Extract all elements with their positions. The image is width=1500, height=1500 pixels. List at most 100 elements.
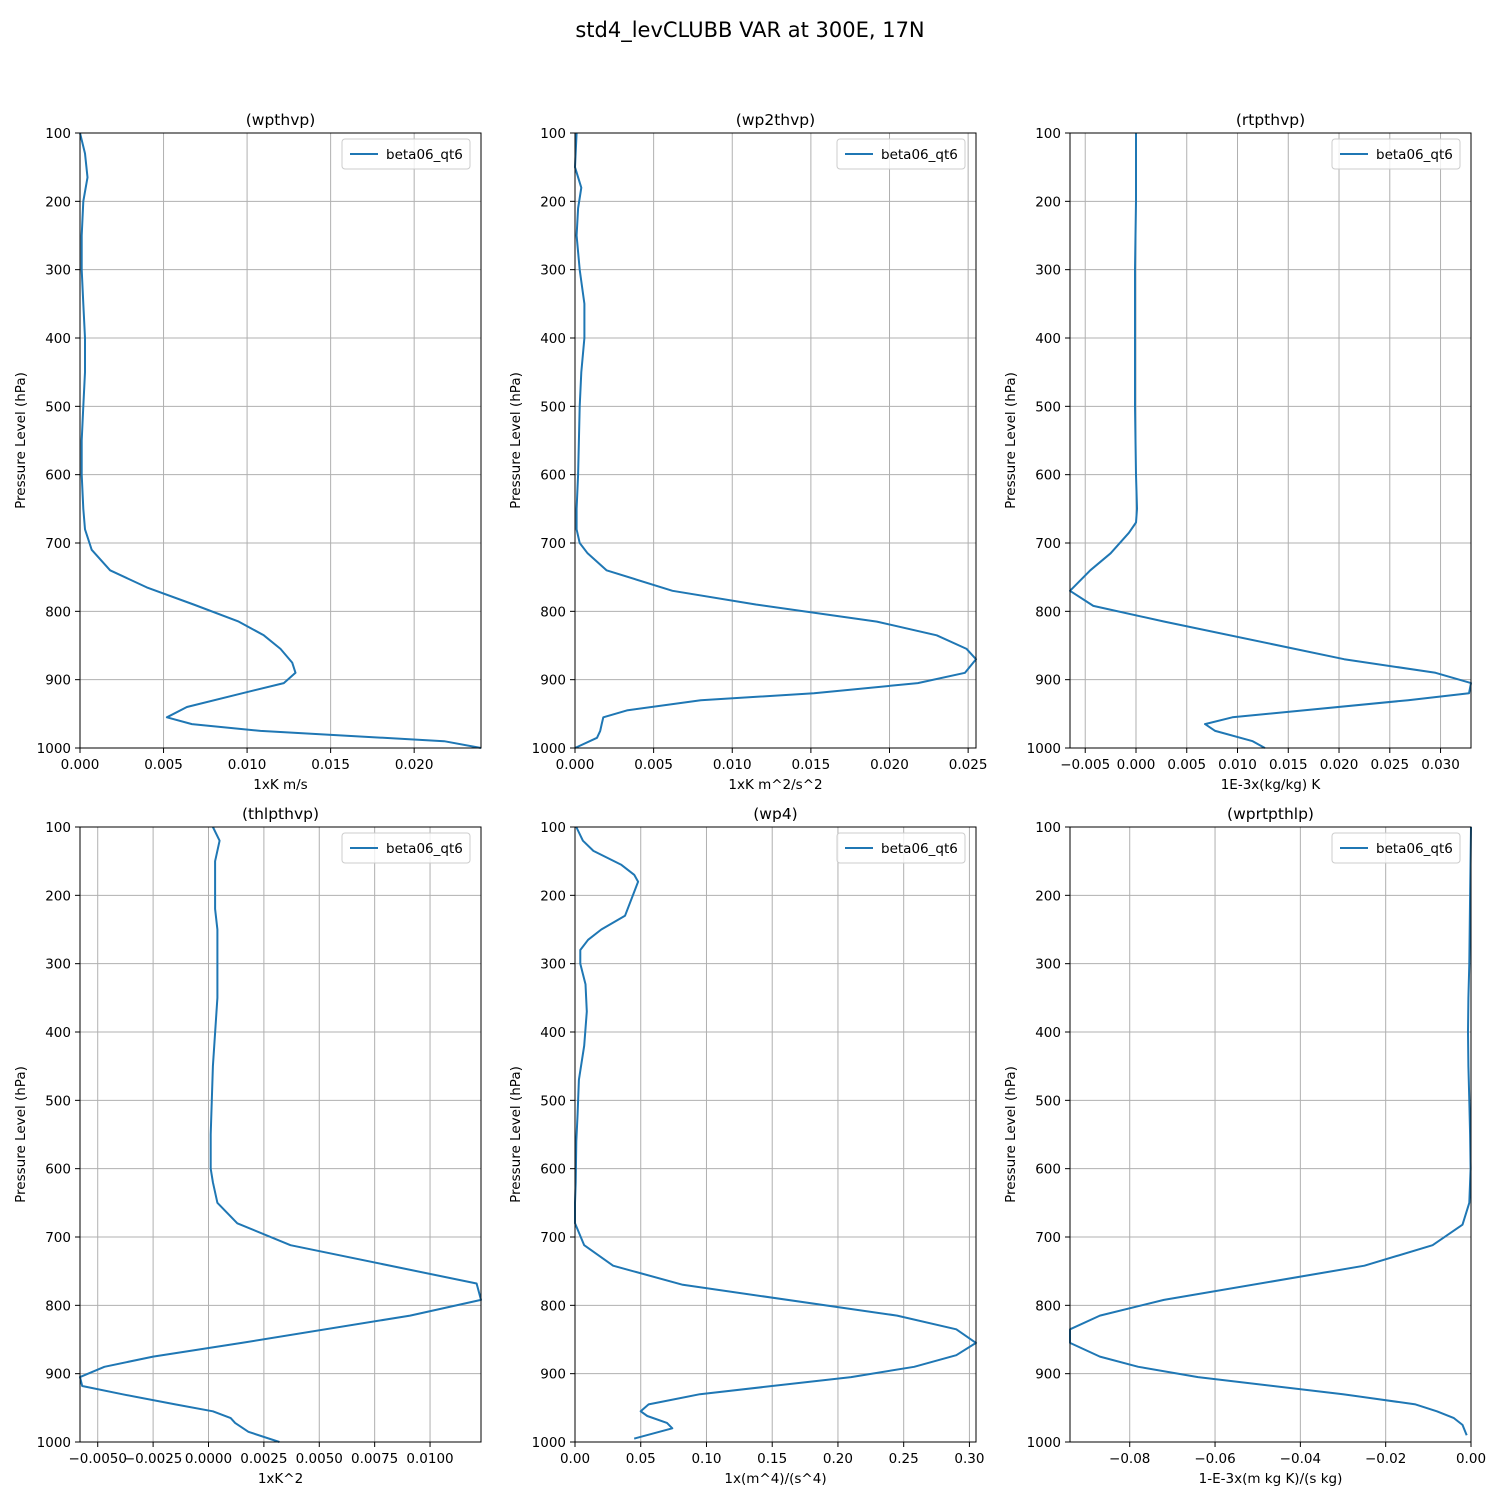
legend-box xyxy=(1331,832,1461,864)
x-tick-label: 0.000 xyxy=(61,757,100,773)
x-tick-label: 0.030 xyxy=(1421,757,1460,773)
y-tick-label: 700 xyxy=(45,1230,71,1246)
legend-box xyxy=(836,138,966,170)
axes-frame xyxy=(79,132,482,749)
legend: beta06_qt6 xyxy=(341,832,471,864)
subplot: −0.08 −0.06 −0.04 −0.02 0.00 100 200 300 400 500 6… xyxy=(1003,805,1486,1487)
x-axis-label: 1E-3x(kg/kg) K xyxy=(1221,777,1322,793)
x-tick-label: 0.20 xyxy=(823,1451,853,1467)
y-tick-label: 100 xyxy=(540,820,566,836)
y-tick-label: 900 xyxy=(1035,673,1061,689)
x-axis-label: 1x(m^4)/(s^4) xyxy=(724,1471,826,1487)
y-axis-label: Pressure Level (hPa) xyxy=(1003,372,1019,509)
x-axis-label: 1xK^2 xyxy=(258,1471,303,1487)
x-tick-label: 0.020 xyxy=(395,757,434,773)
legend-box xyxy=(836,832,966,864)
y-tick-label: 200 xyxy=(1035,888,1061,904)
legend-label: beta06_qt6 xyxy=(881,841,958,857)
legend: beta06_qt6 xyxy=(836,138,966,170)
x-tick-label: 0.0075 xyxy=(351,1451,398,1467)
y-tick-label: 600 xyxy=(540,468,566,484)
y-tick-label: 300 xyxy=(1035,263,1061,279)
subplot-title: (rtpthvp) xyxy=(1236,111,1305,129)
y-tick-label: 1000 xyxy=(532,741,566,757)
y-tick-label: 1000 xyxy=(37,1435,71,1451)
axes-frame xyxy=(1069,826,1472,1443)
x-axis-label: 1xK m^2/s^2 xyxy=(728,777,822,793)
y-tick-label: 600 xyxy=(1035,1162,1061,1178)
y-tick-label: 200 xyxy=(540,888,566,904)
y-tick-label: 300 xyxy=(45,263,71,279)
subplot-grid: 0.000 0.005 0.010 0.015 0.020 100 200 300 400 500… xyxy=(13,111,1486,1487)
legend: beta06_qt6 xyxy=(1331,832,1461,864)
y-tick-label: 800 xyxy=(540,604,566,620)
y-axis-label: Pressure Level (hPa) xyxy=(13,372,29,509)
y-axis-label: Pressure Level (hPa) xyxy=(508,372,524,509)
x-tick-label: 0.010 xyxy=(1218,757,1257,773)
x-tick-label: −0.0025 xyxy=(124,1451,183,1467)
subplot: −0.0050−0.0025 0.0000 0.0025 0.0050 0.0075 0.… xyxy=(13,805,482,1487)
legend-box xyxy=(341,832,471,864)
subplot: 0.000 0.005 0.010 0.015 0.020 0.025 100 200 300 4… xyxy=(508,111,987,793)
subplot-title: (wp4) xyxy=(753,805,797,823)
y-tick-label: 600 xyxy=(45,468,71,484)
y-tick-label: 700 xyxy=(540,536,566,552)
x-tick-label: 0.0025 xyxy=(240,1451,287,1467)
x-axis-label: 1-E-3x(m kg K)/(s kg) xyxy=(1199,1471,1343,1487)
y-tick-label: 700 xyxy=(45,536,71,552)
y-tick-label: 500 xyxy=(540,399,566,415)
y-tick-label: 500 xyxy=(1035,399,1061,415)
x-tick-label: 0.0100 xyxy=(406,1451,453,1467)
y-tick-label: 200 xyxy=(1035,194,1061,210)
y-tick-label: 800 xyxy=(1035,604,1061,620)
y-tick-label: 400 xyxy=(45,331,71,347)
y-tick-label: 300 xyxy=(1035,957,1061,973)
x-tick-label: −0.04 xyxy=(1280,1451,1321,1467)
y-tick-label: 600 xyxy=(1035,468,1061,484)
y-tick-label: 900 xyxy=(540,673,566,689)
x-tick-label: 0.30 xyxy=(954,1451,984,1467)
y-tick-label: 700 xyxy=(1035,536,1061,552)
y-tick-label: 100 xyxy=(45,820,71,836)
x-tick-label: −0.0050 xyxy=(68,1451,127,1467)
y-tick-label: 1000 xyxy=(1027,741,1061,757)
series-line xyxy=(1069,133,1472,749)
y-tick-label: 200 xyxy=(45,194,71,210)
y-tick-label: 400 xyxy=(540,331,566,347)
series-line xyxy=(79,132,482,749)
figure-title: std4_levCLUBB VAR at 300E, 17N xyxy=(575,18,924,43)
series-line xyxy=(1069,826,1472,1436)
y-tick-label: 100 xyxy=(540,126,566,142)
y-tick-label: 200 xyxy=(45,888,71,904)
y-tick-label: 1000 xyxy=(532,1435,566,1451)
y-tick-label: 700 xyxy=(540,1230,566,1246)
x-tick-label: 0.005 xyxy=(1167,757,1206,773)
x-tick-label: 0.010 xyxy=(713,757,752,773)
y-tick-label: 1000 xyxy=(37,741,71,757)
y-tick-label: 100 xyxy=(1035,126,1061,142)
y-tick-label: 900 xyxy=(540,1367,566,1383)
y-tick-label: 800 xyxy=(1035,1298,1061,1314)
plot-area xyxy=(575,133,976,748)
y-tick-label: 700 xyxy=(1035,1230,1061,1246)
y-tick-label: 400 xyxy=(540,1025,566,1041)
y-tick-label: 300 xyxy=(45,957,71,973)
x-tick-label: 0.010 xyxy=(228,757,267,773)
plot-area xyxy=(1070,133,1471,748)
y-tick-label: 100 xyxy=(45,126,71,142)
legend-box xyxy=(1331,138,1461,170)
subplot: −0.005 0.000 0.005 0.010 0.015 0.020 0.025 0.03… xyxy=(1003,111,1472,793)
x-tick-label: 0.10 xyxy=(691,1451,721,1467)
y-tick-label: 800 xyxy=(540,1298,566,1314)
x-tick-label: −0.005 xyxy=(1060,757,1110,773)
series-line xyxy=(574,826,977,1440)
y-tick-label: 600 xyxy=(45,1162,71,1178)
x-tick-label: 0.020 xyxy=(1320,757,1359,773)
subplot-title: (wprtpthlp) xyxy=(1227,805,1314,823)
y-axis-label: Pressure Level (hPa) xyxy=(13,1066,29,1203)
legend-label: beta06_qt6 xyxy=(1376,841,1453,857)
plot-area xyxy=(575,827,976,1442)
series-line xyxy=(574,132,977,749)
y-tick-label: 900 xyxy=(45,1367,71,1383)
